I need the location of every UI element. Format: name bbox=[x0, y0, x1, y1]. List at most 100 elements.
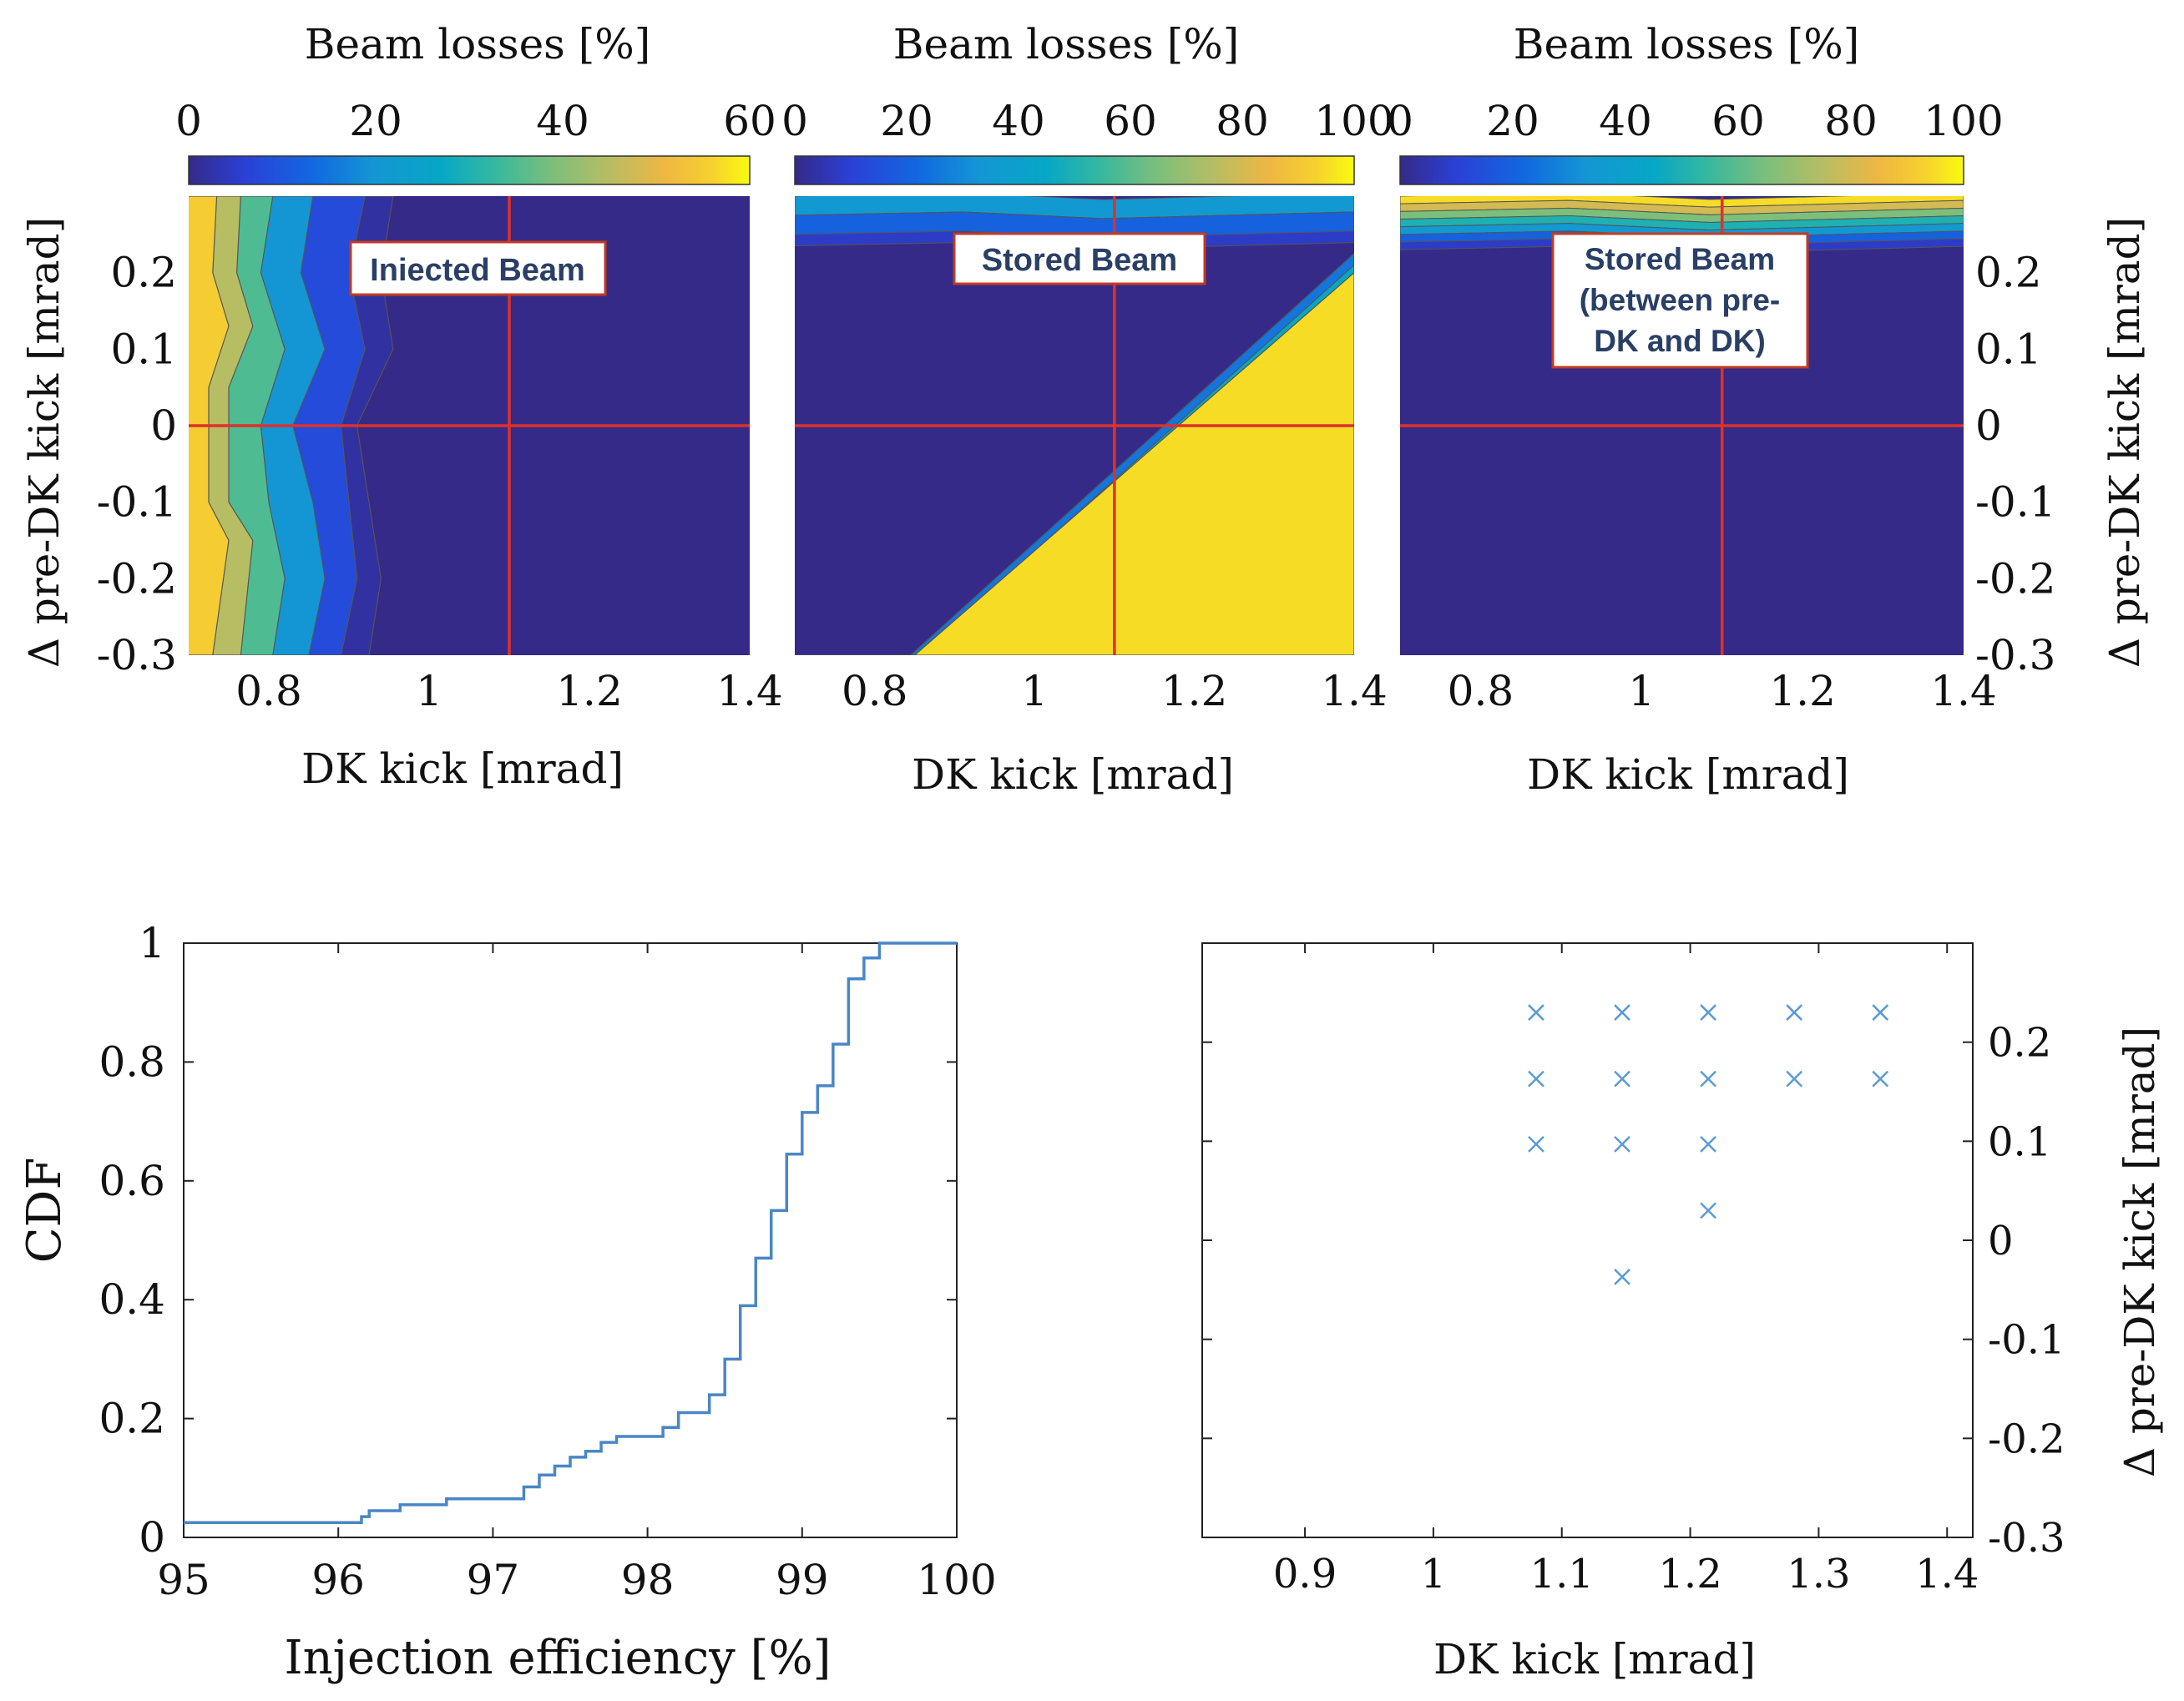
colorbar-b bbox=[794, 155, 1355, 185]
colorbar-tick-label: 20 bbox=[880, 97, 933, 145]
scatter-point bbox=[1700, 1004, 1716, 1021]
y-tick-label: 0.4 bbox=[99, 1275, 165, 1324]
panel-stored-between: Beam losses [%] 0 20 40 60 80 100 Stored Beam… bbox=[1387, 20, 2149, 799]
x-tick-label: 1 bbox=[416, 667, 442, 715]
cdf-ticks: 95 96 97 98 99 100 0 0.2 0.4 0.6 0.8 1 bbox=[99, 919, 996, 1604]
x-ticks-c: 0.8 1 1.2 1.4 bbox=[1448, 667, 1997, 715]
y-tick-label: 0.1 bbox=[110, 325, 177, 373]
annotation-injected-text: Iniected Beam bbox=[370, 253, 585, 288]
colorbar-a bbox=[188, 155, 751, 185]
y-tick-label: -0.3 bbox=[1975, 631, 2055, 679]
scatter-point-stroke bbox=[1528, 1136, 1544, 1153]
x-tick-label: 0.8 bbox=[842, 667, 908, 715]
scatter-point bbox=[1700, 1070, 1716, 1088]
annotation-injected: Iniected Beam bbox=[349, 240, 607, 296]
colorbar-tick-label: 60 bbox=[723, 97, 776, 145]
scatter-point bbox=[1528, 1004, 1544, 1021]
y-tick-label: 0.1 bbox=[1975, 325, 2042, 373]
scatter-ticks: 0.9 1 1.1 1.2 1.3 1.4-0.3 -0.2 -0.1 0 0.1 0.2 bbox=[1202, 943, 2065, 1598]
y-tick-label: -0.1 bbox=[1975, 478, 2055, 527]
annotation-stored: Stored Beam bbox=[953, 232, 1206, 285]
annotation-between-line-3: DK and DK) bbox=[1594, 324, 1766, 358]
x-tick-label: 0.9 bbox=[1273, 1551, 1337, 1598]
colorbar-tick-label: 80 bbox=[1824, 97, 1878, 145]
y-tick-label: 0 bbox=[139, 1513, 165, 1562]
scatter-point bbox=[1614, 1136, 1630, 1153]
ylabel-e: Δ pre-DK kick [mrad] bbox=[2116, 1027, 2164, 1477]
y-tick-label: 0.2 bbox=[1988, 1020, 2051, 1067]
colorbar-tick-label: 60 bbox=[1104, 97, 1157, 145]
y-tick-label: 0.6 bbox=[99, 1157, 165, 1205]
x-tick-label: 1.4 bbox=[1321, 667, 1388, 715]
scatter-point-stroke bbox=[1528, 1070, 1544, 1088]
contour-bands-b bbox=[795, 196, 1354, 655]
y-tick-label: -0.1 bbox=[1988, 1317, 2065, 1364]
contour-bands-c bbox=[1400, 196, 1964, 254]
y-ticks-c: -0.3 -0.2 -0.1 0 0.1 0.2 bbox=[1975, 249, 2055, 679]
scatter-axes-box bbox=[1201, 942, 1974, 1538]
colorbar-tick-label: 0 bbox=[175, 97, 202, 145]
xlabel-b: DK kick [mrad] bbox=[912, 750, 1234, 799]
colorbar-label-a: Beam losses [%] bbox=[305, 20, 651, 68]
y-tick-label: -0.2 bbox=[1988, 1416, 2065, 1462]
y-tick-label: 0.2 bbox=[110, 249, 177, 297]
colorbar-tick-label: 40 bbox=[992, 97, 1045, 145]
scatter-point-stroke bbox=[1872, 1004, 1889, 1021]
scatter-point-stroke bbox=[1614, 1136, 1630, 1153]
colorbar-tick-label: 20 bbox=[349, 97, 402, 145]
y-tick-label: -0.2 bbox=[1975, 554, 2055, 603]
y-ticks-a: -0.3 -0.2 -0.1 0 0.1 0.2 bbox=[97, 249, 177, 679]
annotation-between-line-1: Stored Beam bbox=[1585, 242, 1775, 276]
xlabel-a: DK kick [mrad] bbox=[301, 745, 624, 793]
colorbar-tick-label: 40 bbox=[536, 97, 589, 145]
colorbar-tick-label: 40 bbox=[1599, 97, 1652, 145]
colorbar-tick-label: 60 bbox=[1711, 97, 1765, 145]
ylabel-d: CDF bbox=[18, 1158, 72, 1264]
y-tick-label: 0.2 bbox=[99, 1395, 165, 1443]
scatter-points bbox=[1528, 1004, 1889, 1285]
scatter-point bbox=[1786, 1004, 1803, 1021]
colorbar-tick-label: 0 bbox=[781, 97, 808, 145]
ylabel-c: Δ pre-DK kick [mrad] bbox=[2101, 217, 2149, 668]
ylabel-a: Δ pre-DK kick [mrad] bbox=[20, 217, 68, 668]
scatter-point bbox=[1872, 1004, 1889, 1021]
x-ticks-b: 0.8 1 1.2 1.4 bbox=[842, 667, 1388, 715]
x-tick-label: 1.1 bbox=[1530, 1551, 1594, 1598]
y-tick-label: -0.1 bbox=[97, 478, 177, 527]
scatter-point-stroke bbox=[1700, 1070, 1716, 1088]
scatter-point bbox=[1528, 1136, 1544, 1153]
scatter-point-stroke bbox=[1700, 1136, 1716, 1153]
x-tick-label: 1.4 bbox=[1915, 1551, 1979, 1598]
y-tick-label: 0 bbox=[150, 401, 177, 450]
y-tick-label: 0.2 bbox=[1975, 249, 2042, 297]
xlabel-d: Injection efficiency [%] bbox=[284, 1631, 831, 1685]
cdf-axes-box bbox=[183, 942, 958, 1538]
loss-region bbox=[795, 271, 1354, 655]
annotation-between-line-2: (between pre- bbox=[1580, 283, 1781, 317]
y-tick-label: 0.1 bbox=[1988, 1118, 2051, 1165]
scatter-point-stroke bbox=[1528, 1004, 1544, 1021]
scatter-point bbox=[1528, 1070, 1544, 1088]
scatter-point bbox=[1700, 1202, 1716, 1219]
x-tick-label: 1 bbox=[1421, 1551, 1447, 1598]
scatter-point bbox=[1872, 1070, 1889, 1088]
y-tick-label: -0.3 bbox=[97, 631, 177, 679]
x-tick-label: 100 bbox=[917, 1556, 996, 1604]
cdf-series-line bbox=[184, 941, 957, 1524]
colorbar-tick-label: 100 bbox=[1924, 97, 2003, 145]
panel-stored: Beam losses [%] 0 20 40 60 80 100 Stored Beam… bbox=[781, 20, 1394, 799]
x-tick-label: 1.3 bbox=[1787, 1551, 1850, 1598]
colorbar-ticks-a: 0 20 40 60 bbox=[175, 97, 776, 145]
x-tick-label: 1.2 bbox=[1161, 667, 1228, 715]
colorbar-ticks-b: 0 20 40 60 80 100 bbox=[781, 97, 1394, 145]
x-tick-label: 1.2 bbox=[556, 667, 623, 715]
colorbar-tick-label: 20 bbox=[1486, 97, 1539, 145]
scatter-point-stroke bbox=[1700, 1004, 1716, 1021]
scatter-point bbox=[1614, 1269, 1630, 1285]
scatter-point-stroke bbox=[1614, 1004, 1630, 1021]
y-tick-label: 0.8 bbox=[99, 1037, 165, 1086]
x-tick-label: 1 bbox=[1021, 667, 1048, 715]
scatter-point bbox=[1614, 1004, 1630, 1021]
xlabel-e: DK kick [mrad] bbox=[1433, 1635, 1756, 1683]
